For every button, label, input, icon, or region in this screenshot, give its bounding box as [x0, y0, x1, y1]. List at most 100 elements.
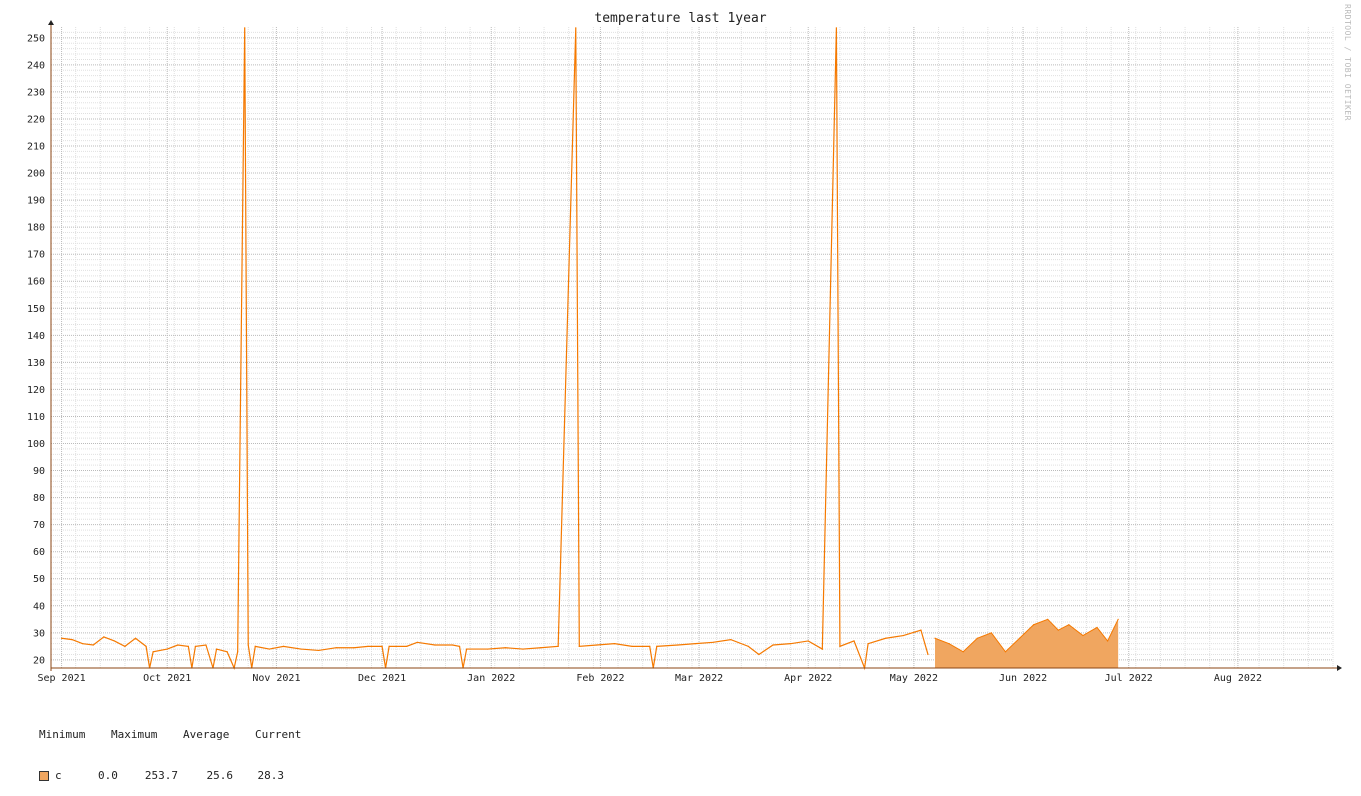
data-point: [772, 644, 774, 646]
x-tick-label: Feb 2022: [576, 673, 624, 684]
data-point: [649, 645, 651, 647]
legend-max-value: 253.7: [144, 769, 178, 782]
data-point: [145, 645, 147, 647]
chart-plot: 20 30 40 50 60 70 80 90 100 110 120 130 140 150 160 170…: [27, 20, 1342, 684]
x-tick-label: Mar 2022: [675, 673, 723, 684]
data-point: [124, 645, 126, 647]
y-tick-label: 110: [27, 412, 45, 423]
data-point: [166, 648, 168, 650]
data-point: [1018, 637, 1021, 639]
data-point: [103, 636, 105, 638]
data-point: [807, 640, 809, 642]
y-tick-label: 150: [27, 304, 45, 315]
data-point: [406, 645, 408, 647]
y-tick-label: 130: [27, 358, 45, 369]
x-axis-arrow-icon: [1337, 665, 1342, 671]
legend-header-minimum: Minimum: [39, 728, 86, 741]
legend-swatch: [39, 770, 49, 781]
data-point: [948, 643, 950, 645]
data-point: [522, 648, 524, 650]
data-point: [539, 647, 542, 649]
data-point: [1033, 624, 1035, 626]
y-tick-label: 160: [27, 277, 45, 288]
x-tick-label: Nov 2021: [252, 673, 300, 684]
data-point: [1117, 618, 1119, 620]
data-point: [1068, 624, 1070, 626]
y-tick-label: 40: [33, 601, 45, 612]
legend-row-c: c 0.0 253.7 25.6 28.3: [39, 768, 301, 783]
data-point: [82, 643, 84, 645]
y-tick-label: 240: [27, 60, 45, 71]
data-point: [976, 637, 978, 639]
data-point: [631, 645, 633, 647]
y-tick-label: 180: [27, 223, 45, 234]
data-point: [237, 651, 239, 653]
data-point: [656, 645, 658, 647]
legend-header-current: Current: [255, 728, 302, 741]
y-tick-label: 70: [33, 520, 45, 531]
data-point: [215, 648, 218, 650]
y-tick-label: 140: [27, 331, 45, 342]
data-point: [300, 648, 302, 650]
y-tick-label: 200: [27, 169, 45, 180]
data-point: [226, 651, 228, 653]
data-point: [71, 639, 73, 641]
data-point: [388, 645, 390, 647]
x-tick-label: Jun 2022: [999, 673, 1047, 684]
data-point: [694, 643, 697, 645]
data-point: [1004, 651, 1007, 653]
data-point: [962, 651, 964, 653]
data-point: [1106, 640, 1109, 642]
legend: Minimum Maximum Average Current c 0.0 25…: [39, 701, 301, 796]
y-tick-label: 30: [33, 628, 45, 639]
data-point: [557, 645, 559, 647]
data-point: [194, 645, 197, 647]
data-point: [867, 643, 869, 645]
x-tick-label: May 2022: [890, 673, 938, 684]
data-point: [465, 648, 468, 650]
series-area-c: [935, 619, 1119, 668]
y-tick-label: 120: [27, 385, 45, 396]
data-point: [451, 644, 454, 646]
data-point: [990, 632, 992, 634]
data-point: [790, 643, 792, 645]
y-tick-label: 170: [27, 250, 45, 261]
data-point: [821, 648, 823, 650]
y-tick-label: 80: [33, 493, 45, 504]
data-point: [381, 645, 383, 647]
x-tick-label: Aug 2022: [1214, 673, 1262, 684]
data-point: [244, 27, 246, 29]
data-point: [92, 644, 94, 646]
data-point: [885, 637, 887, 639]
x-tick-label: Oct 2021: [143, 673, 191, 684]
data-point: [835, 27, 838, 29]
data-point: [335, 647, 337, 649]
data-point: [367, 645, 369, 647]
data-point: [902, 634, 904, 637]
data-point: [839, 645, 841, 647]
legend-current-value: 28.3: [257, 769, 285, 782]
y-tick-label: 250: [27, 33, 45, 44]
data-point: [927, 653, 929, 656]
chart-title: temperature last 1year: [594, 11, 767, 26]
x-tick-label: Jul 2022: [1105, 673, 1153, 684]
data-point: [487, 648, 489, 650]
y-tick-label: 20: [33, 655, 45, 666]
data-point: [1047, 618, 1049, 620]
legend-series-name: c: [55, 769, 62, 782]
y-tick-label: 100: [27, 439, 45, 450]
y-tick-label: 210: [27, 142, 45, 153]
data-point: [853, 640, 855, 642]
data-point: [247, 644, 249, 646]
x-tick-label: Jan 2022: [467, 673, 515, 684]
data-point: [434, 644, 436, 646]
data-point: [187, 645, 189, 647]
data-point: [353, 647, 355, 649]
data-point: [416, 641, 418, 643]
legend-avg-value: 25.6: [206, 769, 234, 782]
data-point: [282, 645, 285, 647]
data-point: [60, 637, 63, 639]
data-point: [318, 649, 320, 652]
data-point: [578, 645, 580, 647]
data-point: [596, 644, 598, 646]
